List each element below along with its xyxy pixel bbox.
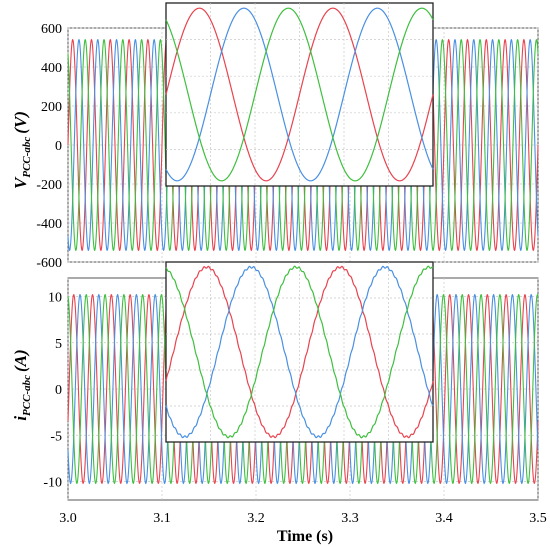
y-axis-label-main: V (11, 176, 30, 189)
y-tick-label: -400 (36, 217, 62, 232)
y-axis-label-unit: (V) (11, 111, 30, 134)
y-tick-label: 200 (41, 100, 62, 115)
inset-series-line-2 (165, 265, 434, 439)
inset-series-line-2 (165, 7, 434, 182)
y-axis-label-sub: PCC-abc (21, 375, 33, 416)
y-tick-label: 600 (41, 22, 62, 37)
y-tick-label: 400 (41, 61, 62, 76)
panel-1: 600 400 200 0 -200 -400 -600 VPCC-abc (V) (11, 2, 539, 271)
inset-zoom (165, 261, 434, 443)
x-axis-label: Time (s) (277, 528, 333, 545)
y-tick-label: 0 (55, 383, 62, 398)
y-axis-label: iPCC-abc (A) (11, 349, 33, 420)
y-tick-label: -600 (36, 256, 62, 271)
inset-zoom (165, 2, 434, 187)
series-line-3 (67, 39, 539, 251)
y-tick-label: -5 (50, 429, 62, 444)
y-axis-label-main: i (11, 416, 30, 421)
y-tick-label: 5 (55, 337, 62, 352)
inset-series-line-3 (165, 265, 434, 439)
inset-series-line-1 (165, 7, 434, 182)
inset-series-line-3 (165, 7, 434, 182)
y-tick-label: -200 (36, 178, 62, 193)
x-tick-label: 3.2 (247, 511, 265, 526)
y-tick-label: 10 (48, 291, 62, 306)
x-tick-label: 3.5 (529, 511, 547, 526)
panel-2: 10 5 0 -5 -10 iPCC-abc (A) (11, 261, 539, 501)
y-tick-label: 0 (55, 139, 62, 154)
y-axis-label-sub: PCC-abc (21, 137, 33, 178)
y-axis-label: VPCC-abc (V) (11, 111, 33, 189)
x-tick-label: 3.4 (435, 511, 453, 526)
series-line-3 (67, 293, 539, 485)
y-axis-label-unit: (A) (11, 349, 30, 372)
y-tick-label: -10 (43, 476, 62, 491)
x-tick-label: 3.3 (341, 511, 359, 526)
x-tick-label: 3.1 (153, 511, 171, 526)
inset-series-line-1 (165, 265, 434, 439)
x-tick-label: 3.0 (59, 511, 77, 526)
